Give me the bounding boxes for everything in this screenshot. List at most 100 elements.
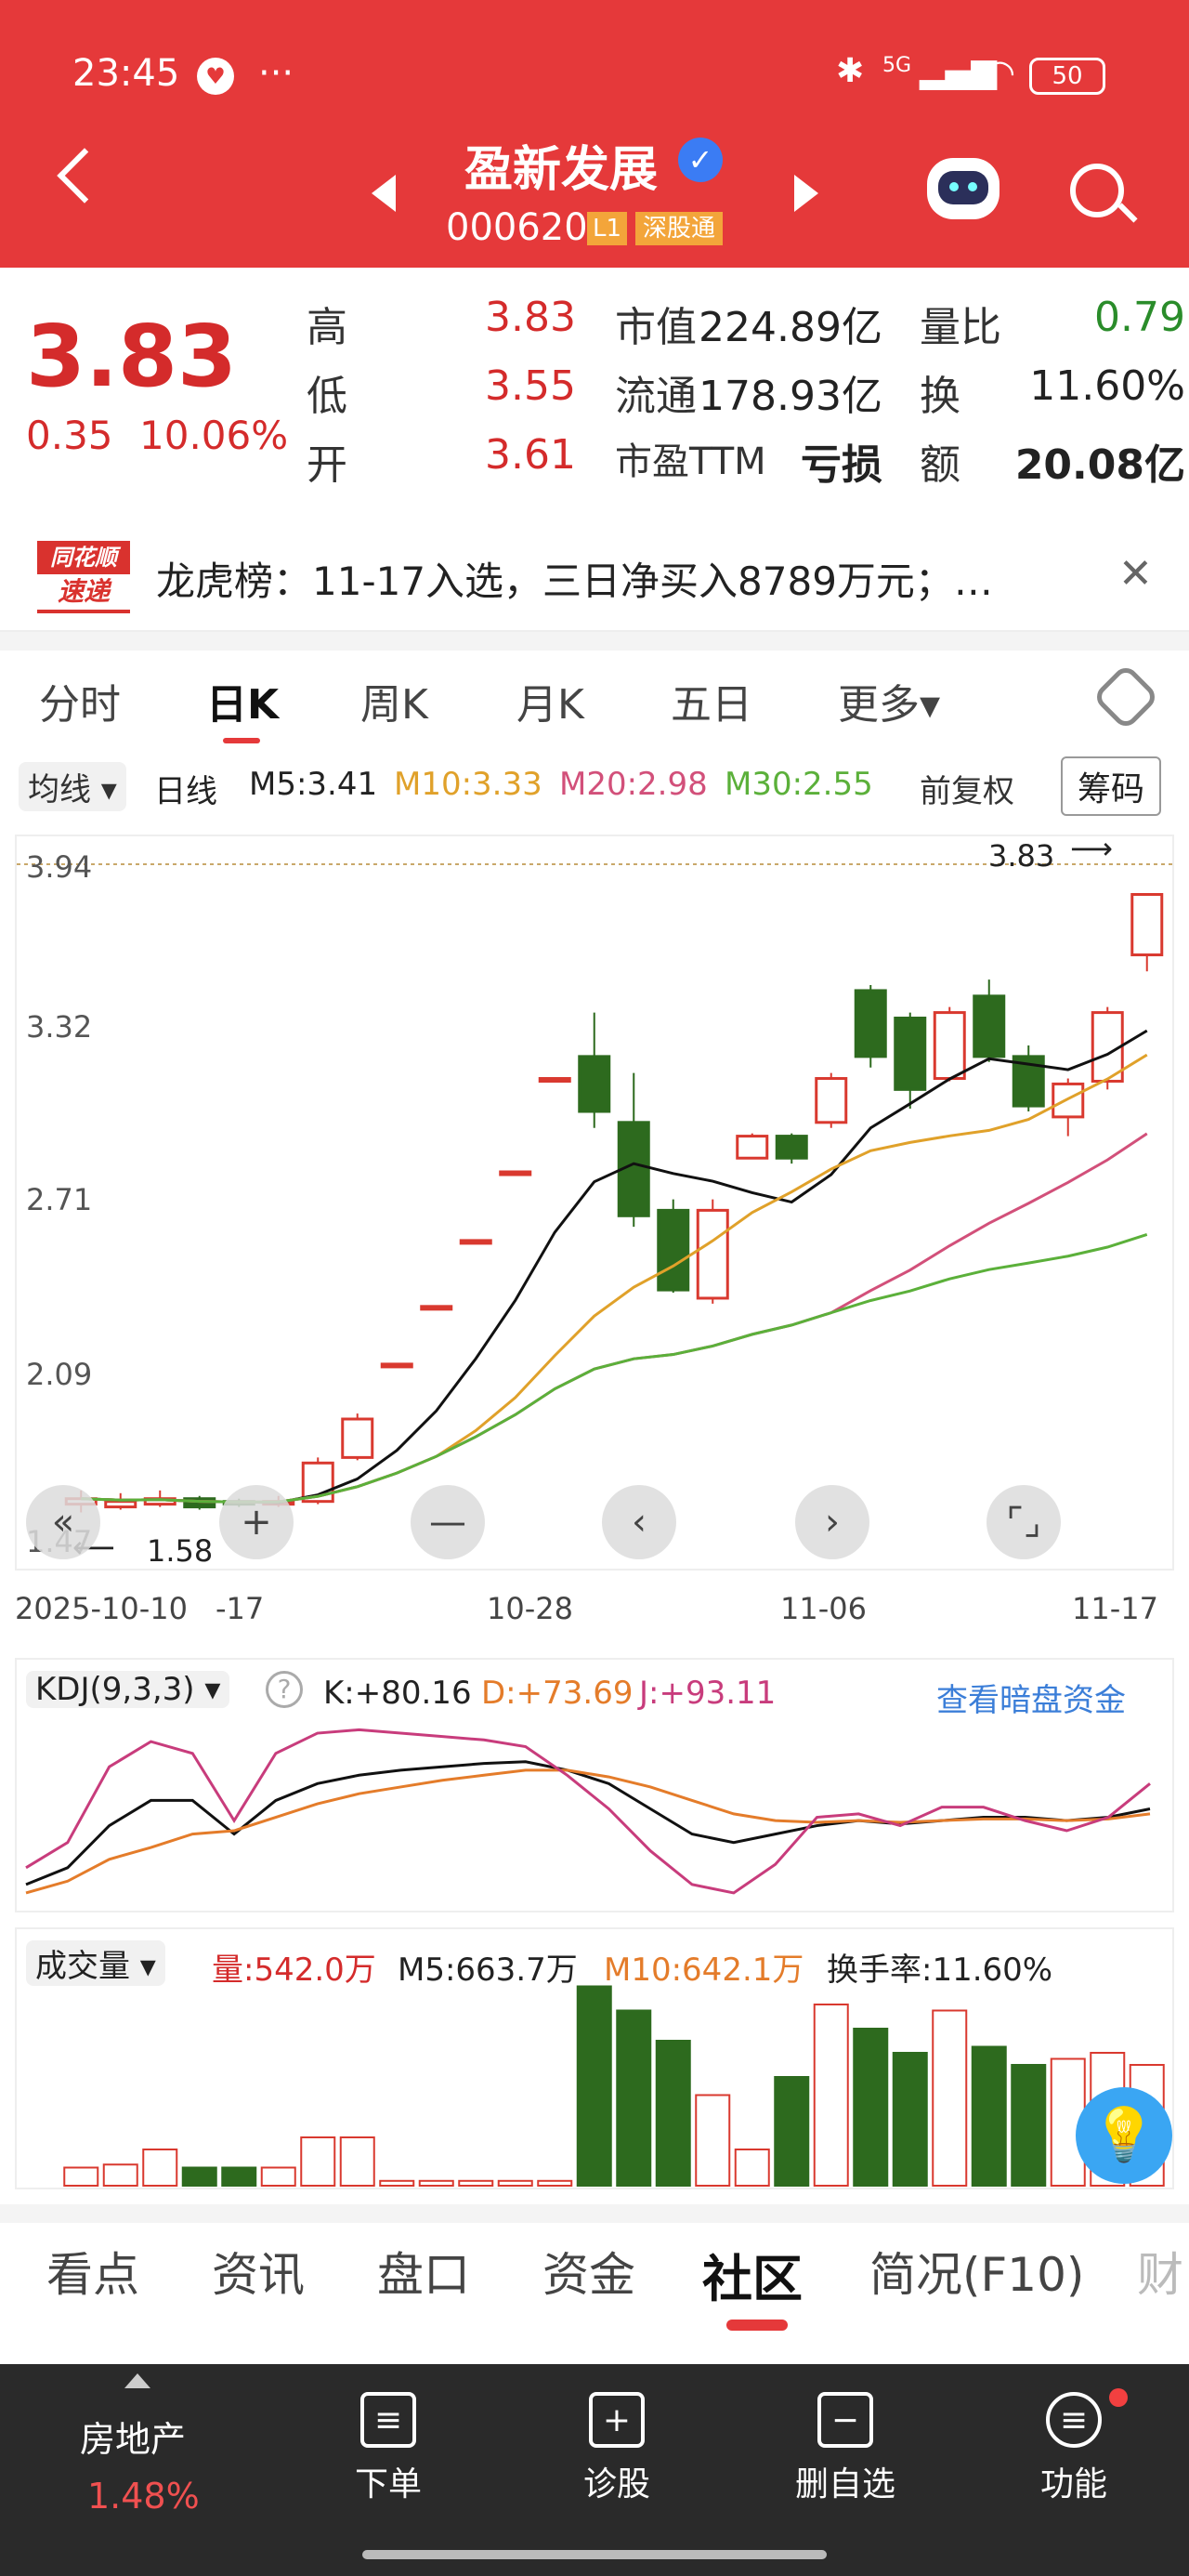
close-icon[interactable]: ✕ bbox=[1118, 550, 1153, 598]
kdj-svg bbox=[25, 1728, 1151, 1895]
zoom-out-icon[interactable]: « bbox=[26, 1485, 100, 1559]
btab-funds[interactable]: 资金 bbox=[542, 2248, 635, 2302]
btab-news[interactable]: 资讯 bbox=[212, 2248, 305, 2302]
btab-highlights[interactable]: 看点 bbox=[46, 2248, 139, 2302]
period-label: 日线 bbox=[154, 773, 217, 810]
volume-bar bbox=[300, 2136, 336, 2187]
volume-bar bbox=[418, 2179, 454, 2187]
candle bbox=[1130, 893, 1164, 957]
candle bbox=[459, 1239, 492, 1245]
ths-logo-bottom: 速递 bbox=[37, 574, 130, 610]
low-label: 低 bbox=[307, 373, 347, 420]
minus-icon[interactable]: — bbox=[411, 1485, 485, 1559]
btab-f10[interactable]: 简况(F10) bbox=[869, 2248, 1085, 2302]
ths-logo-top: 同花顺 bbox=[50, 545, 117, 571]
wifi-icon: ◠ bbox=[985, 52, 1016, 93]
divider bbox=[0, 2204, 1189, 2223]
tab-daily-k[interactable]: 日K bbox=[206, 681, 280, 729]
diagnose-button[interactable]: + 诊股 bbox=[524, 2392, 710, 2505]
kdj-panel[interactable]: KDJ(9,3,3) ▾ ? K:+80.16 D:+73.69 J:+93.1… bbox=[15, 1658, 1174, 1912]
btab-community[interactable]: 社区 bbox=[702, 2250, 803, 2308]
pe-label: 市盈TTM bbox=[615, 440, 766, 483]
chip-button[interactable]: 筹码 bbox=[1061, 756, 1162, 816]
vol-ratio-value: 0.79 bbox=[1094, 294, 1185, 341]
candle bbox=[538, 1077, 571, 1084]
order-label: 下单 bbox=[354, 2465, 422, 2504]
dark-pool-link[interactable]: 查看暗盘资金 bbox=[936, 1682, 1126, 1719]
volume-bar bbox=[458, 2179, 494, 2187]
tab-intraday[interactable]: 分时 bbox=[39, 681, 121, 729]
status-time: 23:45 bbox=[72, 52, 180, 95]
x-tick: 11-17 bbox=[1072, 1591, 1158, 1626]
active-tab-indicator bbox=[223, 738, 260, 743]
news-text[interactable]: 龙虎榜：11-17入选，三日净买入8789万元；… bbox=[156, 559, 993, 604]
search-icon-handle bbox=[1117, 203, 1138, 223]
tab-weekly-k[interactable]: 周K bbox=[360, 681, 428, 729]
news-ticker[interactable]: 同花顺 速递 龙虎榜：11-17入选，三日净买入8789万元；… ✕ bbox=[0, 520, 1189, 632]
remove-watchlist-button[interactable]: − 删自选 bbox=[752, 2392, 938, 2505]
scroll-left-icon[interactable]: ‹ bbox=[602, 1485, 676, 1559]
bottom-nav: 房地产 1.48% ≡ 下单 + 诊股 − 删自选 ≡ 功能 bbox=[0, 2364, 1189, 2576]
search-icon[interactable] bbox=[1070, 164, 1124, 217]
y-tick: 2.09 bbox=[26, 1357, 93, 1392]
turnover-label: 换 bbox=[920, 373, 960, 420]
volume-bar bbox=[853, 2028, 889, 2187]
sector-pct: 1.48% bbox=[87, 2476, 200, 2517]
network-label: 5G bbox=[882, 54, 912, 77]
btab-orderbook[interactable]: 盘口 bbox=[377, 2248, 470, 2302]
tab-five-day[interactable]: 五日 bbox=[671, 681, 752, 729]
high-value: 3.83 bbox=[485, 294, 576, 341]
volume-bar bbox=[221, 2166, 257, 2187]
volume-m10: M10:642.1万 bbox=[604, 1952, 804, 1989]
y-tick: 2.71 bbox=[26, 1182, 93, 1217]
kline-chart[interactable]: 3.94 3.32 2.71 2.09 1.47 3.83 ⟶ ⟵ 1.58 «… bbox=[15, 831, 1176, 1571]
next-stock-icon[interactable] bbox=[794, 175, 818, 212]
ma10-value: M10:3.33 bbox=[394, 766, 542, 803]
amount-label: 额 bbox=[920, 441, 960, 489]
float-value: 178.93亿 bbox=[699, 373, 882, 420]
x-tick: 2025-10-10 bbox=[15, 1591, 188, 1626]
float-label: 流通 bbox=[615, 373, 697, 420]
volume-value: 量:542.0万 bbox=[212, 1952, 376, 1989]
quote-panel: 3.83 0.35 10.06% 高 3.83 低 3.55 开 3.61 市值… bbox=[0, 268, 1189, 511]
tab-monthly-k[interactable]: 月K bbox=[516, 681, 584, 729]
ma30-value: M30:2.55 bbox=[725, 766, 873, 803]
volume-bar bbox=[497, 2179, 533, 2187]
y-tick: 3.32 bbox=[26, 1009, 93, 1045]
back-icon[interactable] bbox=[57, 148, 112, 204]
vol-ratio-label: 量比 bbox=[920, 304, 1001, 351]
candle bbox=[578, 1055, 611, 1113]
stock-code: 000620 bbox=[446, 206, 588, 249]
kdj-selector[interactable]: KDJ(9,3,3) ▾ bbox=[26, 1671, 230, 1708]
expand-up-icon[interactable] bbox=[124, 2373, 150, 2388]
volume-bar bbox=[655, 2040, 691, 2187]
scroll-right-icon[interactable]: › bbox=[795, 1485, 869, 1559]
volume-selector[interactable]: 成交量 ▾ bbox=[26, 1940, 165, 1986]
ma-selector[interactable]: 均线 ▾ bbox=[19, 762, 126, 811]
lightbulb-icon[interactable]: 💡 bbox=[1076, 2087, 1172, 2184]
settings-icon[interactable] bbox=[1091, 663, 1160, 731]
volume-bar bbox=[142, 2149, 178, 2187]
battery-icon: 50 bbox=[1029, 58, 1105, 95]
btab-finance[interactable]: 财 bbox=[1137, 2248, 1183, 2302]
status-dots: ··· bbox=[258, 52, 294, 95]
zoom-in-icon[interactable]: + bbox=[219, 1485, 294, 1559]
order-button[interactable]: ≡ 下单 bbox=[295, 2392, 481, 2505]
prev-stock-icon[interactable] bbox=[372, 175, 396, 212]
functions-button[interactable]: ≡ 功能 bbox=[981, 2392, 1167, 2505]
volume-bar bbox=[260, 2166, 296, 2187]
fullscreen-icon[interactable]: ⌜⌟ bbox=[986, 1485, 1061, 1559]
candle bbox=[815, 1077, 848, 1124]
order-icon: ≡ bbox=[360, 2392, 416, 2448]
help-icon[interactable]: ? bbox=[266, 1671, 303, 1708]
volume-bar bbox=[379, 2179, 415, 2187]
fq-label[interactable]: 前复权 bbox=[920, 773, 1014, 810]
candle bbox=[854, 989, 887, 1058]
kdj-d-line bbox=[25, 1768, 1151, 1895]
sector-name[interactable]: 房地产 bbox=[80, 2419, 187, 2460]
current-price: 3.83 bbox=[26, 307, 237, 406]
volume-panel[interactable]: 成交量 ▾ 量:542.0万 M5:663.7万 M10:642.1万 换手率:… bbox=[15, 1927, 1174, 2189]
tab-more[interactable]: 更多▾ bbox=[838, 681, 941, 729]
remove-label: 删自选 bbox=[794, 2465, 895, 2504]
robot-assistant-icon[interactable] bbox=[927, 158, 1000, 219]
